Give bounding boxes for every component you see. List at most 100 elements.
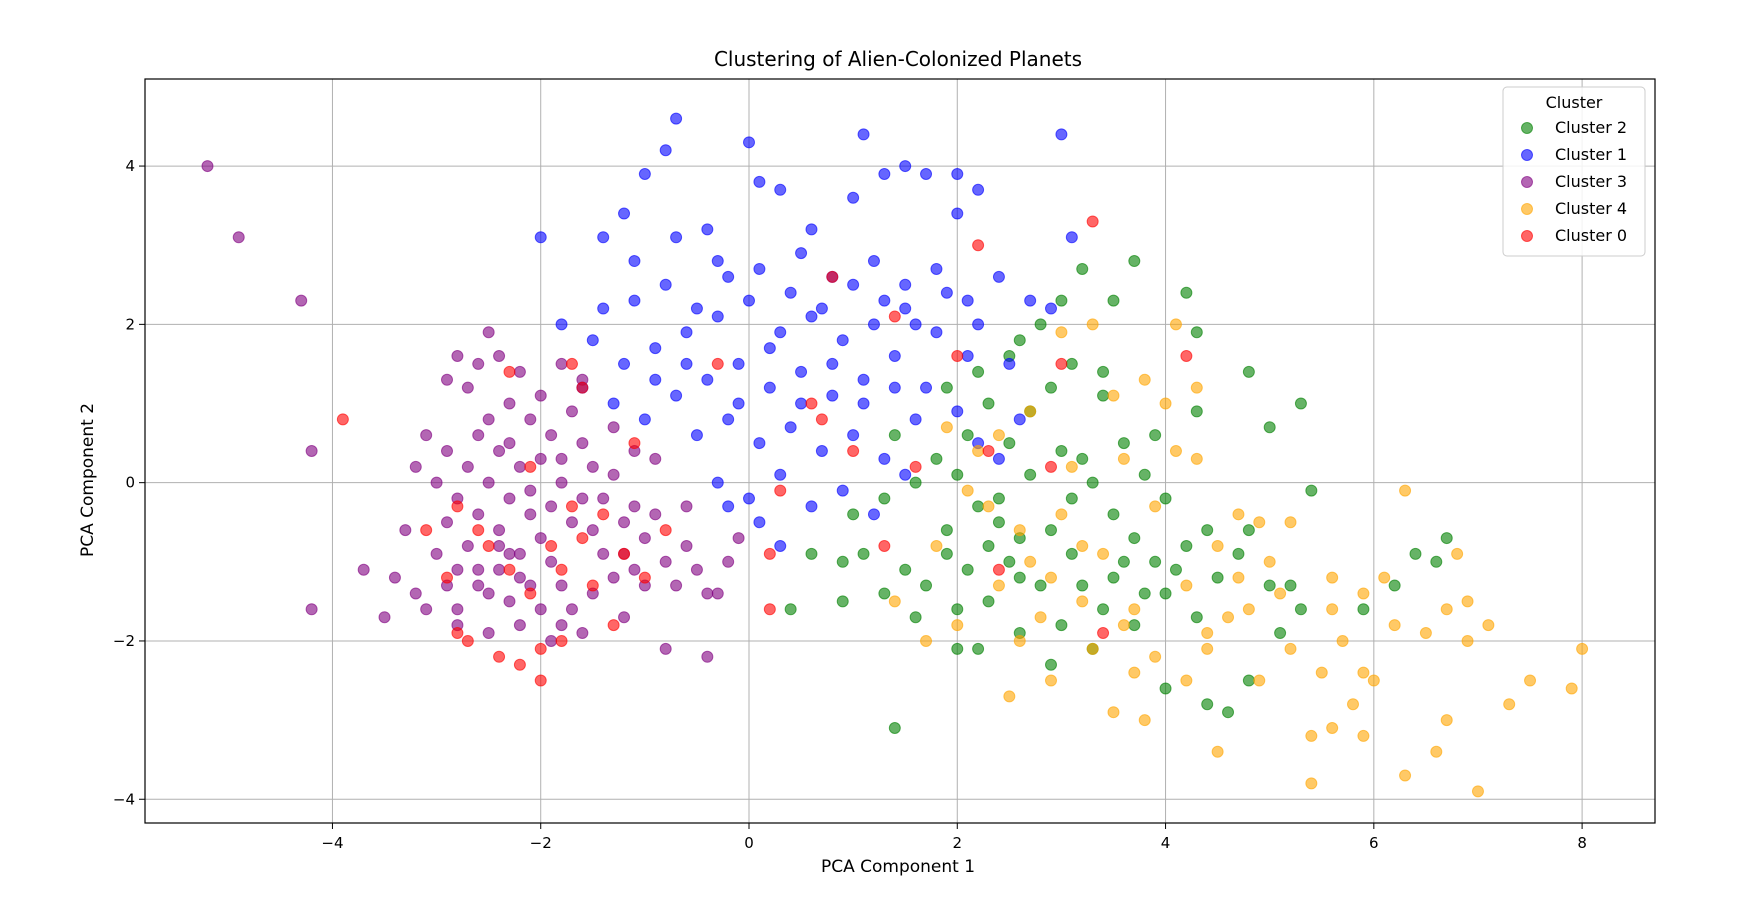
data-point <box>628 255 641 268</box>
data-point <box>1128 532 1141 545</box>
data-point <box>982 397 995 410</box>
data-point <box>1076 262 1089 275</box>
data-point <box>1076 452 1089 465</box>
data-point <box>1117 452 1130 465</box>
y-tick-label: −4 <box>113 790 135 808</box>
data-point <box>847 429 860 442</box>
data-point <box>576 492 589 505</box>
data-point <box>815 445 828 457</box>
data-point <box>1242 674 1255 687</box>
data-point <box>586 334 599 347</box>
data-point <box>888 310 901 323</box>
data-point <box>461 634 474 647</box>
data-point <box>888 381 901 394</box>
data-point <box>1128 619 1141 632</box>
data-point <box>847 191 860 204</box>
data-point <box>1440 714 1453 727</box>
data-point <box>513 460 526 473</box>
axis-ticks: −4 −2 0 2 4 6 8 −4 −2 0 2 4 <box>113 157 1587 852</box>
data-point <box>701 223 714 236</box>
data-point <box>1190 381 1203 394</box>
data-point <box>909 476 922 489</box>
data-point <box>482 587 495 600</box>
data-point <box>451 603 464 616</box>
data-point <box>503 563 516 576</box>
data-point <box>1159 397 1172 410</box>
x-tick-label: −4 <box>321 834 343 852</box>
data-point <box>451 563 464 576</box>
data-point <box>1013 334 1026 347</box>
data-point <box>503 437 516 450</box>
data-point <box>1034 579 1047 592</box>
data-point <box>545 634 558 647</box>
data-point <box>1055 128 1068 141</box>
series-cluster-1 <box>534 112 1078 552</box>
legend-marker <box>1521 122 1533 134</box>
data-point <box>670 112 683 125</box>
data-point <box>513 571 526 584</box>
data-point <box>1305 777 1318 790</box>
data-point <box>430 476 443 489</box>
data-point <box>680 539 693 552</box>
data-point <box>618 207 631 220</box>
data-point <box>482 539 495 552</box>
data-point <box>503 595 516 608</box>
data-point <box>576 381 589 394</box>
data-point <box>1045 302 1057 315</box>
data-point <box>649 452 662 465</box>
data-point <box>774 326 787 339</box>
data-point <box>503 397 516 410</box>
data-point <box>295 294 308 307</box>
data-point <box>701 587 714 600</box>
data-point <box>930 452 943 465</box>
data-point <box>1159 682 1172 695</box>
data-point <box>305 445 318 457</box>
data-point <box>1576 642 1589 655</box>
data-point <box>628 500 641 513</box>
data-point <box>618 611 631 624</box>
data-point <box>774 539 787 552</box>
data-point <box>1357 729 1370 742</box>
data-point <box>597 231 610 244</box>
data-point <box>659 278 672 291</box>
data-point <box>992 492 1005 505</box>
data-point <box>784 603 797 616</box>
data-point <box>878 587 891 600</box>
data-point <box>753 516 766 529</box>
data-point <box>1045 460 1057 473</box>
data-point <box>888 722 901 735</box>
data-point <box>1399 769 1412 782</box>
data-point <box>836 484 849 497</box>
data-point <box>1055 619 1068 632</box>
data-point <box>815 413 828 426</box>
data-point <box>534 603 547 616</box>
data-point <box>992 452 1005 465</box>
data-point <box>586 460 599 473</box>
data-point <box>503 492 516 505</box>
data-point <box>597 508 610 521</box>
data-point <box>1138 714 1151 727</box>
data-point <box>1086 318 1099 331</box>
data-point <box>1065 460 1078 473</box>
data-point <box>1149 500 1162 513</box>
data-point <box>951 167 964 180</box>
data-point <box>1159 492 1172 505</box>
data-point <box>972 445 985 457</box>
data-point <box>586 524 599 537</box>
data-point <box>732 532 745 545</box>
data-point <box>649 342 662 355</box>
data-point <box>1097 389 1110 402</box>
data-point <box>972 642 985 655</box>
data-point <box>951 207 964 220</box>
data-point <box>1003 690 1016 703</box>
data-point <box>940 381 953 394</box>
data-point <box>815 302 828 315</box>
series-cluster-0 <box>336 215 1193 687</box>
data-point <box>618 547 631 560</box>
data-point <box>1190 452 1203 465</box>
data-point <box>618 516 631 529</box>
data-point <box>409 460 422 473</box>
data-point <box>524 508 537 521</box>
